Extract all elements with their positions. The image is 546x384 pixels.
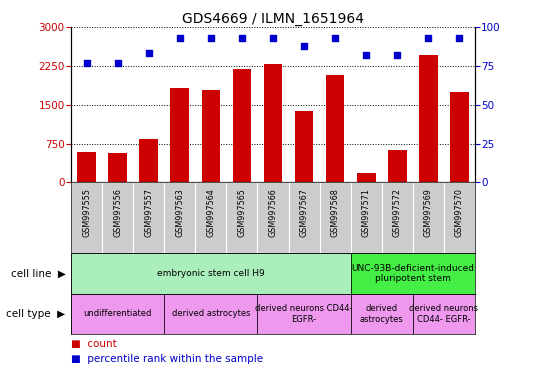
Bar <box>233 70 251 182</box>
Bar <box>413 294 475 334</box>
Bar <box>258 294 351 334</box>
Point <box>424 35 433 41</box>
Bar <box>195 182 227 253</box>
Bar <box>450 92 469 182</box>
Bar <box>133 182 164 253</box>
Bar <box>201 90 220 182</box>
Point <box>82 60 91 66</box>
Bar <box>388 150 407 182</box>
Text: ■  count: ■ count <box>71 339 117 349</box>
Point <box>206 35 215 41</box>
Bar <box>71 294 164 334</box>
Bar <box>357 172 376 182</box>
Bar <box>326 74 345 182</box>
Bar <box>258 182 288 253</box>
Text: GSM997571: GSM997571 <box>362 188 371 237</box>
Point <box>300 43 308 49</box>
Bar <box>108 153 127 182</box>
Text: ■  percentile rank within the sample: ■ percentile rank within the sample <box>71 354 263 364</box>
Text: undifferentiated: undifferentiated <box>84 310 152 318</box>
Bar <box>227 182 258 253</box>
Point <box>113 60 122 66</box>
Text: GSM997556: GSM997556 <box>113 188 122 237</box>
Bar <box>71 253 351 294</box>
Point <box>393 52 402 58</box>
Text: GSM997557: GSM997557 <box>144 188 153 237</box>
Bar <box>102 182 133 253</box>
Point <box>238 35 246 41</box>
Bar <box>164 182 195 253</box>
Text: GSM997563: GSM997563 <box>175 188 184 237</box>
Bar <box>77 152 96 182</box>
Bar <box>444 182 475 253</box>
Bar <box>351 294 413 334</box>
Text: cell line  ▶: cell line ▶ <box>10 268 66 279</box>
Bar <box>288 182 319 253</box>
Text: GSM997564: GSM997564 <box>206 188 215 237</box>
Bar <box>170 88 189 182</box>
Text: GSM997570: GSM997570 <box>455 188 464 237</box>
Title: GDS4669 / ILMN_1651964: GDS4669 / ILMN_1651964 <box>182 12 364 26</box>
Text: derived neurons CD44-
EGFR-: derived neurons CD44- EGFR- <box>256 304 353 324</box>
Point <box>455 35 464 41</box>
Point <box>175 35 184 41</box>
Bar <box>382 182 413 253</box>
Text: derived astrocytes: derived astrocytes <box>171 310 250 318</box>
Text: embryonic stem cell H9: embryonic stem cell H9 <box>157 269 265 278</box>
Text: GSM997572: GSM997572 <box>393 188 402 237</box>
Bar <box>351 253 475 294</box>
Text: GSM997555: GSM997555 <box>82 188 91 237</box>
Point <box>144 50 153 56</box>
Text: GSM997565: GSM997565 <box>238 188 246 237</box>
Bar <box>351 182 382 253</box>
Text: cell type  ▶: cell type ▶ <box>7 309 66 319</box>
Text: derived neurons
CD44- EGFR-: derived neurons CD44- EGFR- <box>410 304 478 324</box>
Bar <box>164 294 258 334</box>
Text: GSM997566: GSM997566 <box>269 188 277 237</box>
Text: GSM997568: GSM997568 <box>331 188 340 237</box>
Text: GSM997569: GSM997569 <box>424 188 433 237</box>
Text: GSM997567: GSM997567 <box>300 188 308 237</box>
Point <box>269 35 277 41</box>
Bar <box>295 111 313 182</box>
Point <box>331 35 340 41</box>
Bar <box>139 139 158 182</box>
Text: UNC-93B-deficient-induced
pluripotent stem: UNC-93B-deficient-induced pluripotent st… <box>352 264 474 283</box>
Point <box>362 52 371 58</box>
Bar <box>419 55 438 182</box>
Bar <box>264 64 282 182</box>
Bar <box>319 182 351 253</box>
Bar <box>413 182 444 253</box>
Text: derived
astrocytes: derived astrocytes <box>360 304 403 324</box>
Bar <box>71 182 102 253</box>
